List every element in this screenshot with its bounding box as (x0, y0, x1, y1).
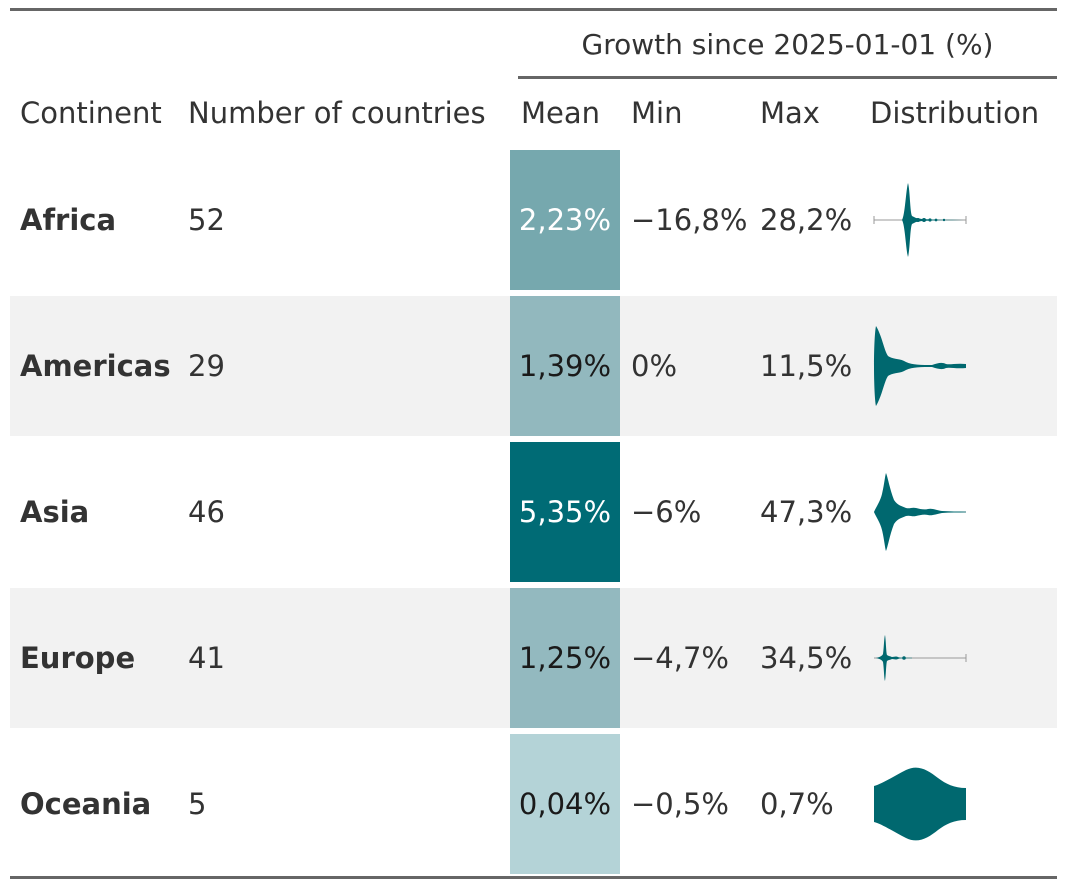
max-cell: 34,5% (760, 641, 853, 675)
header-continent: Continent (20, 96, 162, 130)
countries-cell: 46 (188, 495, 225, 529)
mean-cell: 5,35% (510, 442, 620, 582)
header-number-of-countries: Number of countries (188, 96, 486, 130)
header-distribution: Distribution (870, 96, 1040, 130)
min-cell: 0% (631, 349, 678, 383)
min-cell: −0,5% (631, 787, 729, 821)
countries-cell: 29 (188, 349, 225, 383)
header-max: Max (760, 96, 820, 130)
table-row: Asia 46 5,35% −6% 47,3% (10, 442, 1057, 582)
countries-cell: 5 (188, 787, 207, 821)
distribution-violin (874, 326, 966, 406)
countries-cell: 41 (188, 641, 225, 675)
table-top-rule (10, 8, 1057, 11)
distribution-violin (874, 767, 966, 841)
distribution-violin (874, 635, 967, 681)
header-min: Min (631, 96, 683, 130)
continent-cell: Asia (20, 495, 90, 529)
continent-cell: Americas (20, 349, 171, 383)
table-row: Oceania 5 0,04% −0,5% 0,7% (10, 734, 1057, 874)
mean-cell: 0,04% (510, 734, 620, 874)
continent-cell: Africa (20, 203, 117, 237)
max-cell: 28,2% (760, 203, 853, 237)
header-mean: Mean (521, 96, 601, 130)
spanner-rule (518, 76, 1057, 79)
min-cell: −4,7% (631, 641, 729, 675)
distribution-violin (873, 183, 967, 257)
max-cell: 0,7% (760, 787, 834, 821)
continent-cell: Oceania (20, 787, 152, 821)
table-bottom-rule (10, 876, 1057, 879)
table-row: Africa 52 2,23% −16,8% 28,2% (10, 150, 1057, 290)
table-row: Americas 29 1,39% 0% 11,5% (10, 296, 1057, 436)
mean-cell: 2,23% (510, 150, 620, 290)
mean-cell: 1,39% (510, 296, 620, 436)
countries-cell: 52 (188, 203, 225, 237)
table-row: Europe 41 1,25% −4,7% 34,5% (10, 588, 1057, 728)
min-cell: −16,8% (631, 203, 748, 237)
mean-cell: 1,25% (510, 588, 620, 728)
min-cell: −6% (631, 495, 702, 529)
max-cell: 11,5% (760, 349, 853, 383)
continent-cell: Europe (20, 641, 136, 675)
growth-column-spanner: Growth since 2025-01-01 (%) (581, 28, 994, 61)
distribution-violin (874, 473, 966, 551)
max-cell: 47,3% (760, 495, 853, 529)
